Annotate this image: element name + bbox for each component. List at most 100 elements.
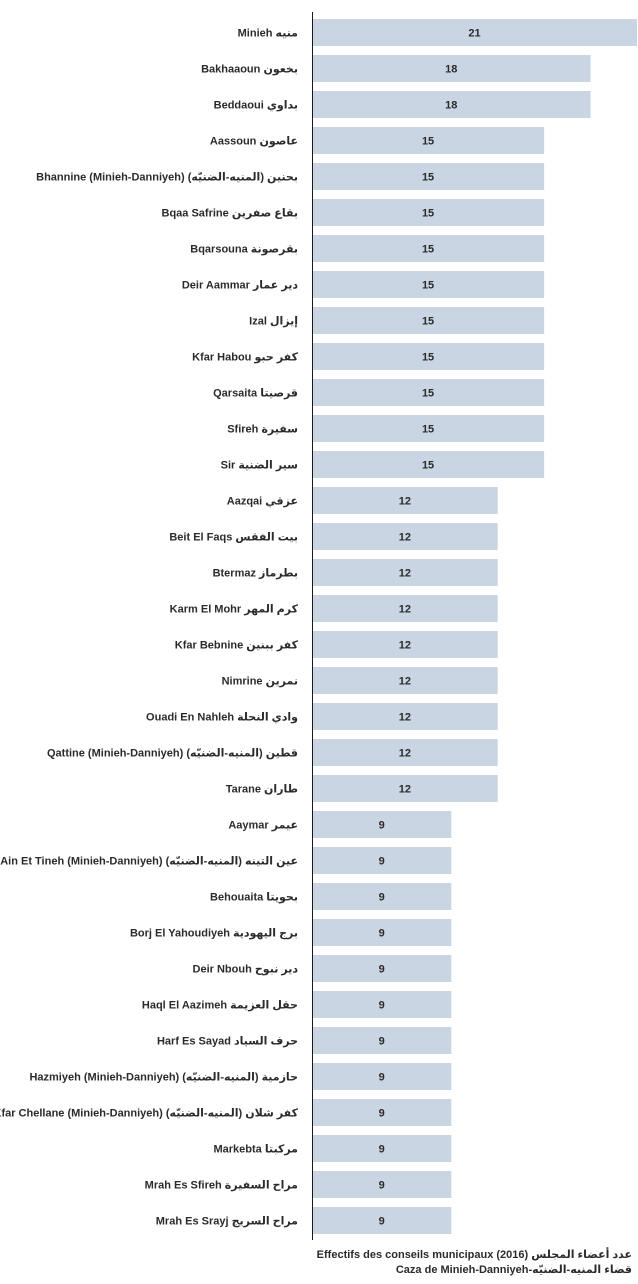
bar bbox=[312, 163, 545, 190]
category-label: Bakhaaoun بخعون bbox=[201, 64, 298, 76]
bar bbox=[312, 19, 637, 46]
category-label: Qarsaita قرصيتا bbox=[213, 388, 298, 400]
value-label: 12 bbox=[399, 604, 411, 616]
bar bbox=[312, 235, 545, 262]
value-label: 12 bbox=[399, 568, 411, 580]
bar bbox=[312, 343, 545, 370]
bar bbox=[312, 487, 498, 514]
bar bbox=[312, 847, 452, 874]
bar bbox=[312, 919, 452, 946]
value-label: 15 bbox=[422, 460, 434, 472]
bar bbox=[312, 199, 545, 226]
category-label: Kfar Habou كفر حبو bbox=[192, 352, 298, 364]
bar bbox=[312, 667, 498, 694]
category-label: Sir سير الضنية bbox=[221, 460, 298, 472]
bar bbox=[312, 991, 452, 1018]
value-label: 9 bbox=[379, 1180, 385, 1192]
category-label: Tarane طاران bbox=[226, 784, 298, 796]
category-label: Nimrine نمرين bbox=[222, 676, 298, 688]
category-label: Deir Nbouh دير نبوح bbox=[193, 964, 299, 976]
category-label: Sfireh سفيرة bbox=[227, 424, 298, 436]
bar bbox=[312, 523, 498, 550]
category-label: Borj El Yahoudiyeh برج اليهودية bbox=[130, 928, 298, 941]
value-label: 9 bbox=[379, 820, 385, 832]
value-label: 18 bbox=[445, 64, 457, 76]
bar bbox=[312, 703, 498, 730]
value-label: 9 bbox=[379, 892, 385, 904]
category-label: Kfar Chellane (Minieh-Danniyeh) كفر شلان… bbox=[0, 1108, 299, 1120]
category-label: Beddaoui بداوي bbox=[214, 100, 298, 112]
bar bbox=[312, 451, 545, 478]
value-label: 9 bbox=[379, 928, 385, 940]
bar bbox=[312, 775, 498, 802]
value-label: 15 bbox=[422, 352, 434, 364]
bar bbox=[312, 271, 545, 298]
category-label: Bqarsouna بقرصونة bbox=[190, 244, 298, 256]
category-label: Mrah Es Srayj مراح السريج bbox=[156, 1216, 298, 1228]
value-label: 9 bbox=[379, 856, 385, 868]
value-label: 15 bbox=[422, 244, 434, 256]
category-label: Btermaz بطرماز bbox=[213, 568, 298, 580]
bar-chart: Minieh منيه Bakhaaoun بخعون Beddaoui بداوي… bbox=[0, 12, 637, 1240]
value-label: 12 bbox=[399, 748, 411, 760]
bar bbox=[312, 955, 452, 982]
category-label: Aaymar عيمر bbox=[228, 820, 298, 832]
category-label: Hazmiyeh (Minieh-Danniyeh) حازمية (المني… bbox=[29, 1072, 298, 1084]
bar bbox=[312, 595, 498, 622]
value-label: 21 bbox=[468, 28, 480, 40]
category-label: Harf Es Sayad حرف السياد bbox=[157, 1036, 298, 1048]
category-labels-layer: Minieh منيه Bakhaaoun بخعون Beddaoui بداوي… bbox=[0, 28, 299, 1228]
category-label: Bhannine (Minieh-Danniyeh) بحنين (المنيه… bbox=[36, 172, 298, 184]
category-label: Haql El Aazimeh حقل العزيمة bbox=[142, 1000, 298, 1012]
bar bbox=[312, 559, 498, 586]
value-label: 9 bbox=[379, 1108, 385, 1120]
bar bbox=[312, 307, 545, 334]
chart-caption: Effectifs des conseils municipaux (2016)… bbox=[317, 1248, 632, 1278]
bar bbox=[312, 1063, 452, 1090]
category-label: Markebta مركبتا bbox=[213, 1144, 298, 1156]
bar bbox=[312, 91, 591, 118]
bar bbox=[312, 1027, 452, 1054]
bar bbox=[312, 415, 545, 442]
bar bbox=[312, 739, 498, 766]
category-label: Izal إيزال bbox=[249, 316, 298, 328]
value-label: 9 bbox=[379, 1036, 385, 1048]
bar bbox=[312, 1135, 452, 1162]
category-label: Qattine (Minieh-Danniyeh) قطين (المنيه-ا… bbox=[47, 748, 298, 760]
category-label: Aassoun عاصون bbox=[210, 136, 298, 148]
value-label: 15 bbox=[422, 208, 434, 220]
bars-layer bbox=[312, 19, 637, 1234]
value-label: 12 bbox=[399, 496, 411, 508]
category-label: Ain Et Tineh (Minieh-Danniyeh) عين التين… bbox=[0, 856, 298, 868]
value-label: 15 bbox=[422, 424, 434, 436]
bar bbox=[312, 127, 545, 154]
bar bbox=[312, 1099, 452, 1126]
value-label: 15 bbox=[422, 388, 434, 400]
category-label: Behouaita بحويتا bbox=[210, 892, 298, 904]
value-label: 15 bbox=[422, 316, 434, 328]
value-label: 9 bbox=[379, 1000, 385, 1012]
category-label: Bqaa Safrine بقاع صفرين bbox=[162, 208, 298, 220]
bar bbox=[312, 1207, 452, 1234]
value-label: 15 bbox=[422, 280, 434, 292]
category-label: Aazqai عزقي bbox=[227, 496, 298, 508]
value-label: 9 bbox=[379, 1216, 385, 1228]
value-label: 9 bbox=[379, 964, 385, 976]
bar bbox=[312, 1171, 452, 1198]
value-label: 18 bbox=[445, 100, 457, 112]
category-label: Karm El Mohr كرم المهر bbox=[170, 604, 299, 616]
value-label: 9 bbox=[379, 1072, 385, 1084]
category-label: Kfar Bebnine كفر ببنين bbox=[175, 640, 299, 652]
bar bbox=[312, 811, 452, 838]
value-label: 15 bbox=[422, 172, 434, 184]
category-label: Minieh منيه bbox=[238, 28, 298, 40]
value-label: 12 bbox=[399, 676, 411, 688]
value-label: 12 bbox=[399, 640, 411, 652]
bar bbox=[312, 55, 591, 82]
bar bbox=[312, 883, 452, 910]
category-label: Ouadi En Nahleh وادي النحلة bbox=[146, 712, 298, 724]
category-label: Deir Aammar دير عمار bbox=[182, 280, 299, 292]
value-label: 15 bbox=[422, 136, 434, 148]
chart-title: Effectifs des conseils municipaux (2016)… bbox=[316, 1249, 632, 1261]
value-label: 9 bbox=[379, 1144, 385, 1156]
